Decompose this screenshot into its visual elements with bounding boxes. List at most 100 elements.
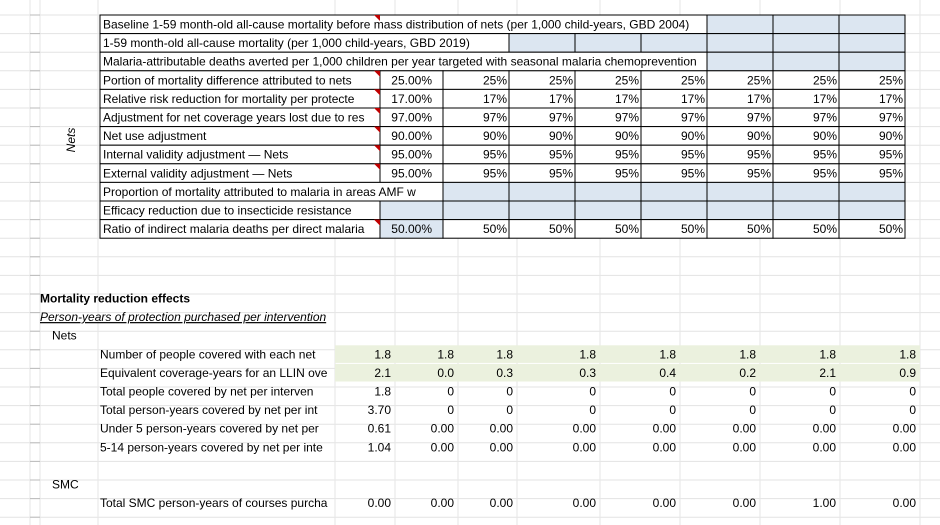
table-row: Proportion of mortality attributed to ma… <box>99 181 906 202</box>
cell <box>574 200 642 221</box>
cell-value: 0 <box>447 384 454 398</box>
table-row: Internal validity adjustment — Nets 95.00… <box>99 144 906 165</box>
comment-marker <box>374 108 380 114</box>
cell-value: 50% <box>483 222 507 236</box>
cell-value: 17.00% <box>391 92 432 106</box>
cells <box>99 33 906 53</box>
cell-value: 97% <box>747 110 771 124</box>
section-title: Mortality reduction effects <box>40 291 190 305</box>
cell-value: 97.00% <box>391 110 432 124</box>
comment-marker <box>374 145 380 152</box>
cells <box>99 14 906 35</box>
cell <box>706 14 774 35</box>
cell-value: 0.00 <box>573 440 597 454</box>
cell-value: 95% <box>615 166 639 180</box>
row-label: Number of people covered with each net <box>100 347 316 361</box>
cell-value: 17% <box>813 92 837 106</box>
cell-value: 0.3 <box>579 366 596 380</box>
cell <box>838 181 906 202</box>
cell-value: 17% <box>483 92 507 106</box>
cell-value: 1.8 <box>739 347 756 361</box>
row-label: 1-59 month-old all-cause mortality (per … <box>103 36 470 50</box>
row-label: Total people covered by net per interven <box>100 384 313 398</box>
cell <box>706 181 774 202</box>
cell-value: 0.00 <box>490 496 514 510</box>
cell-value: 97% <box>483 110 507 124</box>
cell-value: 0.2 <box>739 366 756 380</box>
cell-value: 0 <box>506 403 513 417</box>
cell-value: 0.00 <box>431 496 455 510</box>
row-label: Malaria-attributable deaths averted per … <box>103 55 697 69</box>
cell-value: 90% <box>813 129 837 143</box>
cell <box>838 51 906 72</box>
cell-value: 95.00% <box>391 166 432 180</box>
cell-value: 50% <box>879 222 903 236</box>
cell-value: 0.00 <box>490 422 514 436</box>
row-label: Adjustment for net coverage years lost d… <box>103 110 364 124</box>
cell-value: 95% <box>813 166 837 180</box>
cell-value: 0.00 <box>893 422 917 436</box>
row-label: Equivalent coverage-years for an LLIN ov… <box>100 366 328 380</box>
cell <box>838 14 906 35</box>
cell-value: 25.00% <box>391 73 432 87</box>
cell-value: 0.00 <box>653 422 677 436</box>
cell <box>508 181 576 202</box>
cells <box>99 51 906 72</box>
cell-value: 1.8 <box>496 347 513 361</box>
cell-value: 1.8 <box>659 347 676 361</box>
cell-value: 95.00% <box>391 148 432 162</box>
row-label: Under 5 person-years covered by net per <box>100 422 319 436</box>
cell-value: 17% <box>747 92 771 106</box>
cell <box>706 33 774 53</box>
cell-value: 0 <box>749 384 756 398</box>
cell-value: 0.00 <box>813 422 837 436</box>
cell-value: 1.8 <box>437 347 454 361</box>
cell <box>640 181 708 202</box>
cell-value: 0 <box>909 403 916 417</box>
cell-value: 0 <box>447 403 454 417</box>
row-label: Total person-years covered by net per in… <box>100 403 318 417</box>
cell-value: 90% <box>483 129 507 143</box>
cell-value: 95% <box>549 166 573 180</box>
row-label: External validity adjustment — Nets <box>103 166 292 180</box>
group-label: SMC <box>52 477 79 491</box>
cell-value: 95% <box>879 148 903 162</box>
cell-value: 0.00 <box>733 422 757 436</box>
side-label: Nets <box>64 128 78 153</box>
cell-value: 2.1 <box>374 366 391 380</box>
cells <box>99 181 906 202</box>
cell <box>772 51 840 72</box>
cell <box>772 200 840 221</box>
cell-value: 0.0 <box>437 366 454 380</box>
cell-value: 90% <box>549 129 573 143</box>
cell-value: 0.3 <box>496 366 513 380</box>
cell <box>574 181 642 202</box>
cell-value: 25% <box>879 73 903 87</box>
cell-value: 50% <box>813 222 837 236</box>
cell-value: 25% <box>813 73 837 87</box>
cells <box>99 200 906 221</box>
cell-value: 0.00 <box>893 496 917 510</box>
table-row: Adjustment for net coverage years lost d… <box>99 107 906 128</box>
comment-marker <box>374 219 380 226</box>
table-row: 1-59 month-old all-cause mortality (per … <box>99 33 906 53</box>
cell <box>508 200 576 221</box>
cell-value: 0.9 <box>899 366 916 380</box>
table-row: Baseline 1-59 month-old all-cause mortal… <box>99 14 906 35</box>
cell <box>838 33 906 53</box>
cell-value: 0 <box>909 384 916 398</box>
cell-value: 25% <box>747 73 771 87</box>
highlight <box>335 345 920 363</box>
comment-marker <box>374 89 380 96</box>
cell-value: 17% <box>549 92 573 106</box>
cell-value: 97% <box>813 110 837 124</box>
cell-value: 25% <box>549 73 573 87</box>
cell <box>640 33 708 53</box>
cell-value: 17% <box>615 92 639 106</box>
cell-value: 50% <box>549 222 573 236</box>
cell-value: 95% <box>483 148 507 162</box>
cell-value: 50% <box>681 222 705 236</box>
table-row: Net use adjustment 90.00% 90% 90% 90% 90% 90% 9… <box>99 126 906 146</box>
cell-value: 2.1 <box>819 366 836 380</box>
cell-value: 0 <box>589 403 596 417</box>
